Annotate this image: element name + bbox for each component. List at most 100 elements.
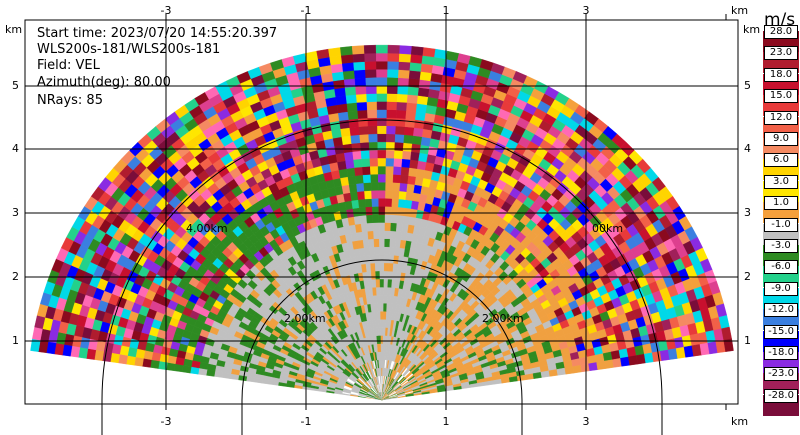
y-tick-left-2: 2 <box>12 270 19 283</box>
velocity-gate <box>389 238 396 248</box>
velocity-gate <box>397 206 406 216</box>
velocity-gate <box>380 303 384 312</box>
velocity-gate <box>367 109 378 119</box>
velocity-gate <box>415 103 428 114</box>
ring-label-4km-left: 4.00km <box>186 222 228 235</box>
velocity-gate <box>376 302 381 312</box>
velocity-gate <box>379 286 385 296</box>
velocity-gate <box>361 230 369 241</box>
velocity-gate <box>337 111 350 122</box>
velocity-gate <box>387 69 399 78</box>
colorbar-label: 6.0 <box>764 153 798 168</box>
velocity-gate <box>368 238 375 248</box>
ring-label-2km-left: 2.00km <box>284 312 326 325</box>
velocity-gate <box>395 117 406 127</box>
velocity-gate <box>397 77 410 87</box>
x-tick-bottom-2: -1 <box>300 415 312 428</box>
x-tick-bottom-3: 1 <box>442 415 450 428</box>
velocity-gate <box>411 143 422 154</box>
velocity-gate <box>340 176 350 187</box>
velocity-gate <box>367 125 378 135</box>
velocity-gate <box>350 191 359 201</box>
velocity-gate <box>409 159 419 169</box>
y-tick-left-1: 1 <box>12 334 19 347</box>
velocity-gate <box>376 61 388 70</box>
velocity-gate <box>400 174 409 184</box>
velocity-gate <box>378 198 386 207</box>
field-text: Field: VEL <box>37 58 100 73</box>
velocity-gate <box>387 44 401 54</box>
velocity-gate <box>364 198 373 208</box>
velocity-gate <box>379 262 385 272</box>
velocity-gate <box>644 352 654 364</box>
velocity-gate <box>413 127 424 138</box>
velocity-gate <box>370 262 376 272</box>
y-tick-right-1: 1 <box>744 334 751 347</box>
velocity-gate <box>387 77 399 86</box>
velocity-gate <box>406 183 416 193</box>
colorbar-label: -12.0 <box>764 303 798 318</box>
y-tick-left-4: 4 <box>12 142 19 155</box>
colorbar-label: 23.0 <box>764 46 798 61</box>
velocity-gate <box>362 166 371 176</box>
velocity-gate <box>556 367 567 376</box>
ring-label-4km-right: 00km <box>592 222 624 235</box>
velocity-gate <box>385 190 393 199</box>
colorbar-label: 15.0 <box>764 89 798 104</box>
velocity-gate <box>404 126 415 136</box>
velocity-gate <box>337 160 347 171</box>
velocity-gate <box>365 263 372 273</box>
velocity-gate <box>378 181 386 191</box>
nrays-text: NRays: 85 <box>37 93 103 108</box>
velocity-gate <box>596 360 606 370</box>
velocity-gate <box>372 222 380 232</box>
velocity-gate <box>126 355 136 366</box>
velocity-gate <box>359 133 370 143</box>
velocity-gate <box>410 46 424 56</box>
velocity-gate <box>403 134 414 144</box>
velocity-gate <box>356 231 364 241</box>
velocity-gate <box>343 151 354 161</box>
velocity-gate <box>366 101 378 111</box>
velocity-gate <box>377 165 387 175</box>
velocity-gate <box>548 369 559 377</box>
velocity-gate <box>384 214 392 223</box>
velocity-gate <box>339 119 350 130</box>
velocity-gate <box>628 355 638 366</box>
velocity-gate <box>376 286 381 296</box>
velocity-gate <box>373 230 380 240</box>
velocity-gate <box>391 190 400 200</box>
velocity-gate <box>393 166 402 176</box>
velocity-gate <box>376 109 388 118</box>
colorbar-label: 3.0 <box>764 174 798 189</box>
colorbar-label: -3.0 <box>764 239 798 253</box>
velocity-gate <box>377 173 387 183</box>
velocity-gate <box>379 254 385 264</box>
colorbar-label: -18.0 <box>764 346 798 360</box>
x-tick-bottom-1: -3 <box>160 415 172 428</box>
velocity-gate <box>389 230 397 240</box>
velocity-gate <box>350 134 361 144</box>
velocity-gate <box>398 61 411 71</box>
velocity-gate <box>370 181 379 191</box>
velocity-gate <box>363 44 377 54</box>
y-tick-left-5: 5 <box>12 79 19 92</box>
velocity-gate <box>378 190 386 199</box>
velocity-gate <box>388 254 395 264</box>
velocity-gate <box>372 214 380 223</box>
velocity-gate <box>414 119 425 130</box>
colorbar-label: 12.0 <box>764 110 798 125</box>
velocity-gate <box>134 356 144 367</box>
velocity-gate <box>361 158 371 168</box>
velocity-gate <box>365 206 373 216</box>
velocity-gate <box>380 311 384 320</box>
velocity-gate <box>362 174 372 184</box>
velocity-gate <box>651 351 662 363</box>
velocity-gate <box>379 270 385 280</box>
colorbar-label: -15.0 <box>764 324 798 339</box>
colorbar-label: -28.0 <box>764 388 798 403</box>
velocity-gate <box>370 173 379 183</box>
x-unit-top: km <box>731 4 749 17</box>
velocity-gate <box>353 69 366 79</box>
velocity-gate <box>355 85 367 95</box>
